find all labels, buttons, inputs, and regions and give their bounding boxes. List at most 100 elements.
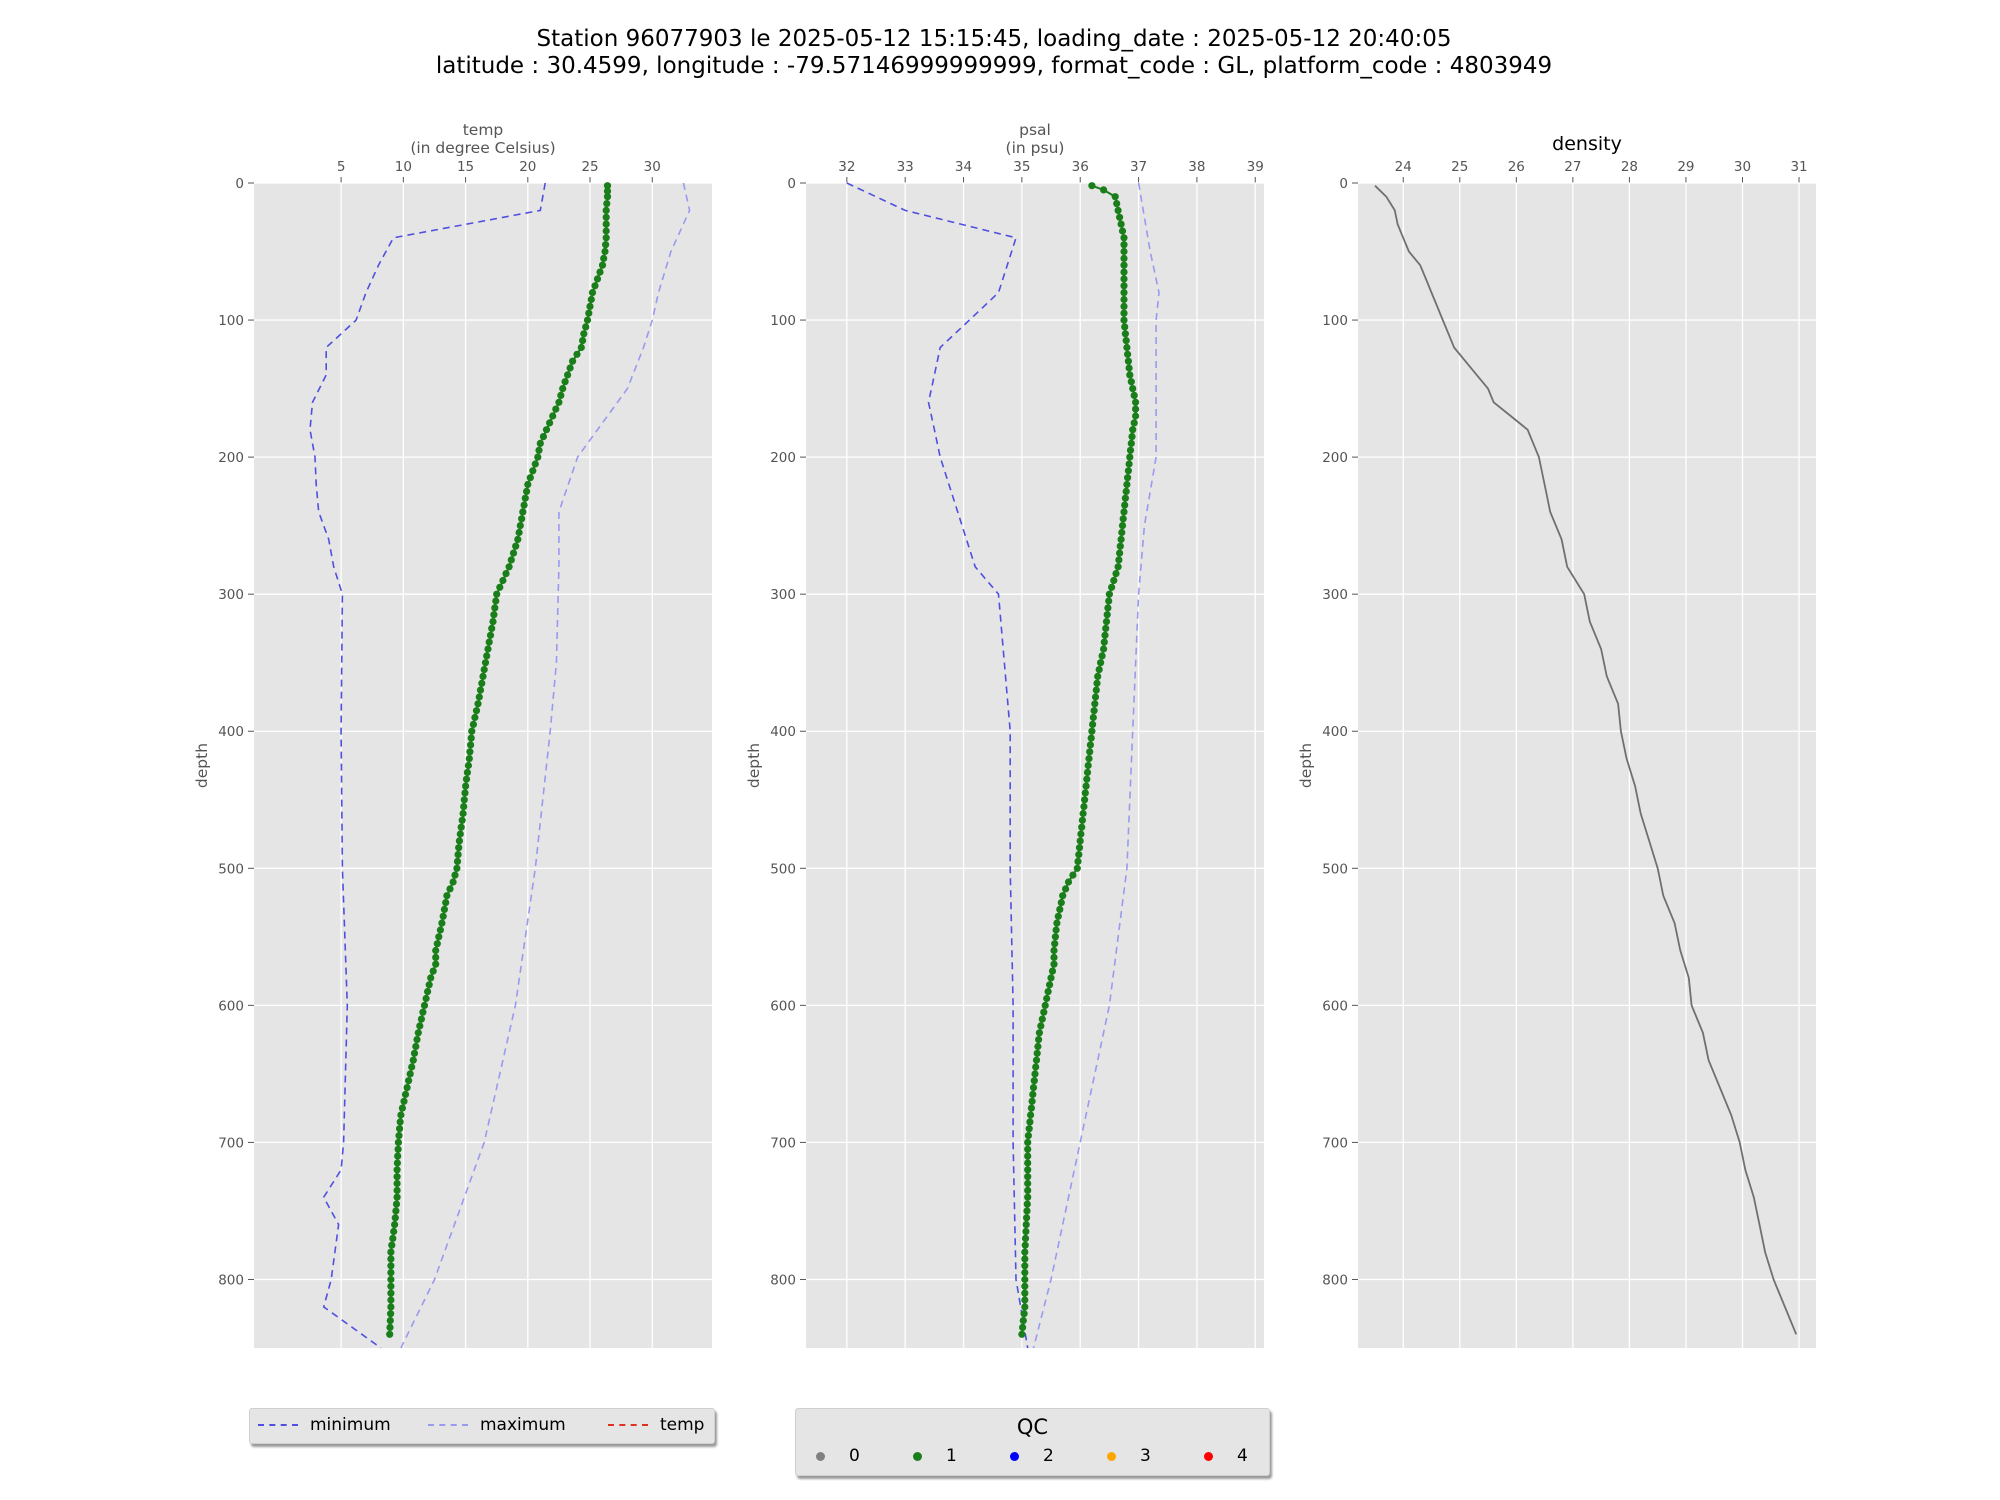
x-tick-label: 20 xyxy=(519,159,536,175)
qc-item-3: 3 xyxy=(1107,1446,1151,1466)
data-point xyxy=(557,391,565,399)
data-point xyxy=(1103,611,1111,619)
x-axis-unit: (in degree Celsius) xyxy=(410,139,555,157)
data-point xyxy=(1084,761,1092,770)
data-point xyxy=(387,1269,395,1277)
data-point xyxy=(467,741,475,749)
y-tick-label: 600 xyxy=(1322,998,1348,1014)
qc-label-2: 2 xyxy=(1043,1446,1054,1466)
data-point xyxy=(393,1186,401,1194)
data-point xyxy=(424,988,432,996)
data-point xyxy=(467,734,475,742)
x-tick-label: 33 xyxy=(897,159,914,175)
x-tick-label: 24 xyxy=(1395,159,1412,175)
series-minimum-line xyxy=(309,182,546,1349)
data-point xyxy=(387,1310,395,1318)
x-tick-label: 30 xyxy=(1734,159,1751,175)
panel-psal: 32 33 34 35 36 37 38 39 0 100 200 300 400 500 600 700 80… xyxy=(745,121,1264,1349)
data-point xyxy=(1029,1090,1037,1098)
data-point xyxy=(1021,1282,1029,1290)
data-point xyxy=(464,761,472,770)
data-point xyxy=(387,1262,395,1270)
data-point xyxy=(387,1303,395,1311)
data-point xyxy=(1127,378,1135,386)
data-point xyxy=(1050,960,1058,968)
y-tick-label: 700 xyxy=(218,1135,244,1151)
x-tick-label: 37 xyxy=(1130,159,1147,175)
data-point xyxy=(1024,1132,1032,1140)
data-point xyxy=(1120,295,1128,304)
data-point xyxy=(1100,645,1108,653)
data-point xyxy=(493,590,501,598)
data-point xyxy=(1102,624,1110,633)
data-point xyxy=(1117,535,1125,544)
data-point xyxy=(397,1111,405,1119)
data-point xyxy=(475,693,483,701)
data-point xyxy=(1024,1159,1032,1167)
panel-title: density xyxy=(1552,133,1622,155)
y-tick-label: 700 xyxy=(1322,1135,1348,1151)
data-point xyxy=(1118,522,1127,530)
data-point xyxy=(481,659,490,667)
x-tick-label: 30 xyxy=(644,159,661,175)
data-point xyxy=(555,398,563,406)
data-point xyxy=(478,679,486,687)
data-point xyxy=(505,563,513,571)
qc-item-2: 2 xyxy=(1010,1446,1054,1466)
plot-area-temp xyxy=(254,183,712,1348)
y-tick-label: 100 xyxy=(1322,313,1348,329)
legend-item-maximum: maximum xyxy=(428,1415,566,1435)
data-point xyxy=(401,1090,410,1098)
data-point xyxy=(1032,1063,1040,1071)
data-point xyxy=(1122,487,1130,495)
data-point xyxy=(1130,391,1138,399)
data-point xyxy=(458,816,466,824)
series-temp-points xyxy=(386,182,612,1338)
data-point xyxy=(440,905,448,914)
data-point xyxy=(484,645,492,653)
data-point xyxy=(1116,549,1124,557)
legend-swatch-minimum xyxy=(258,1424,298,1426)
data-point xyxy=(549,412,557,420)
legend-swatch-temp xyxy=(608,1424,648,1426)
data-point xyxy=(1117,220,1125,228)
y-tick-label: 400 xyxy=(1322,724,1348,740)
data-point xyxy=(602,234,610,242)
data-point xyxy=(526,474,534,482)
data-point xyxy=(1112,570,1120,578)
data-point xyxy=(598,261,607,269)
data-point xyxy=(1120,268,1128,276)
data-point xyxy=(1120,289,1128,297)
data-point xyxy=(1126,371,1134,379)
y-tick-label: 600 xyxy=(218,998,244,1014)
data-point xyxy=(1102,618,1111,626)
y-axis-label: depth xyxy=(745,743,763,788)
data-point xyxy=(479,672,487,681)
data-point xyxy=(476,686,485,694)
data-point xyxy=(601,247,609,256)
data-point xyxy=(460,796,468,804)
data-point xyxy=(1018,1330,1026,1338)
data-point xyxy=(1033,1049,1041,1057)
data-point xyxy=(442,899,450,907)
y-tick-label: 800 xyxy=(1322,1272,1348,1288)
data-point xyxy=(396,1118,404,1126)
data-point xyxy=(393,1179,401,1188)
legend-item-temp: temp xyxy=(608,1415,704,1435)
legend-swatch-maximum xyxy=(428,1424,468,1426)
series-density-line xyxy=(1374,185,1798,1335)
data-point xyxy=(586,302,594,310)
series-maximum-line xyxy=(400,182,691,1349)
data-point xyxy=(603,200,611,208)
data-point xyxy=(387,1296,395,1304)
data-point xyxy=(413,1036,421,1044)
data-point xyxy=(600,254,608,262)
x-tick-label: 15 xyxy=(457,159,474,175)
data-point xyxy=(462,775,471,783)
data-point xyxy=(1083,768,1092,777)
data-point xyxy=(552,405,560,413)
data-point xyxy=(417,1015,425,1023)
y-tick-label: 300 xyxy=(1322,587,1348,603)
data-point xyxy=(1126,446,1135,454)
data-point xyxy=(524,480,532,489)
